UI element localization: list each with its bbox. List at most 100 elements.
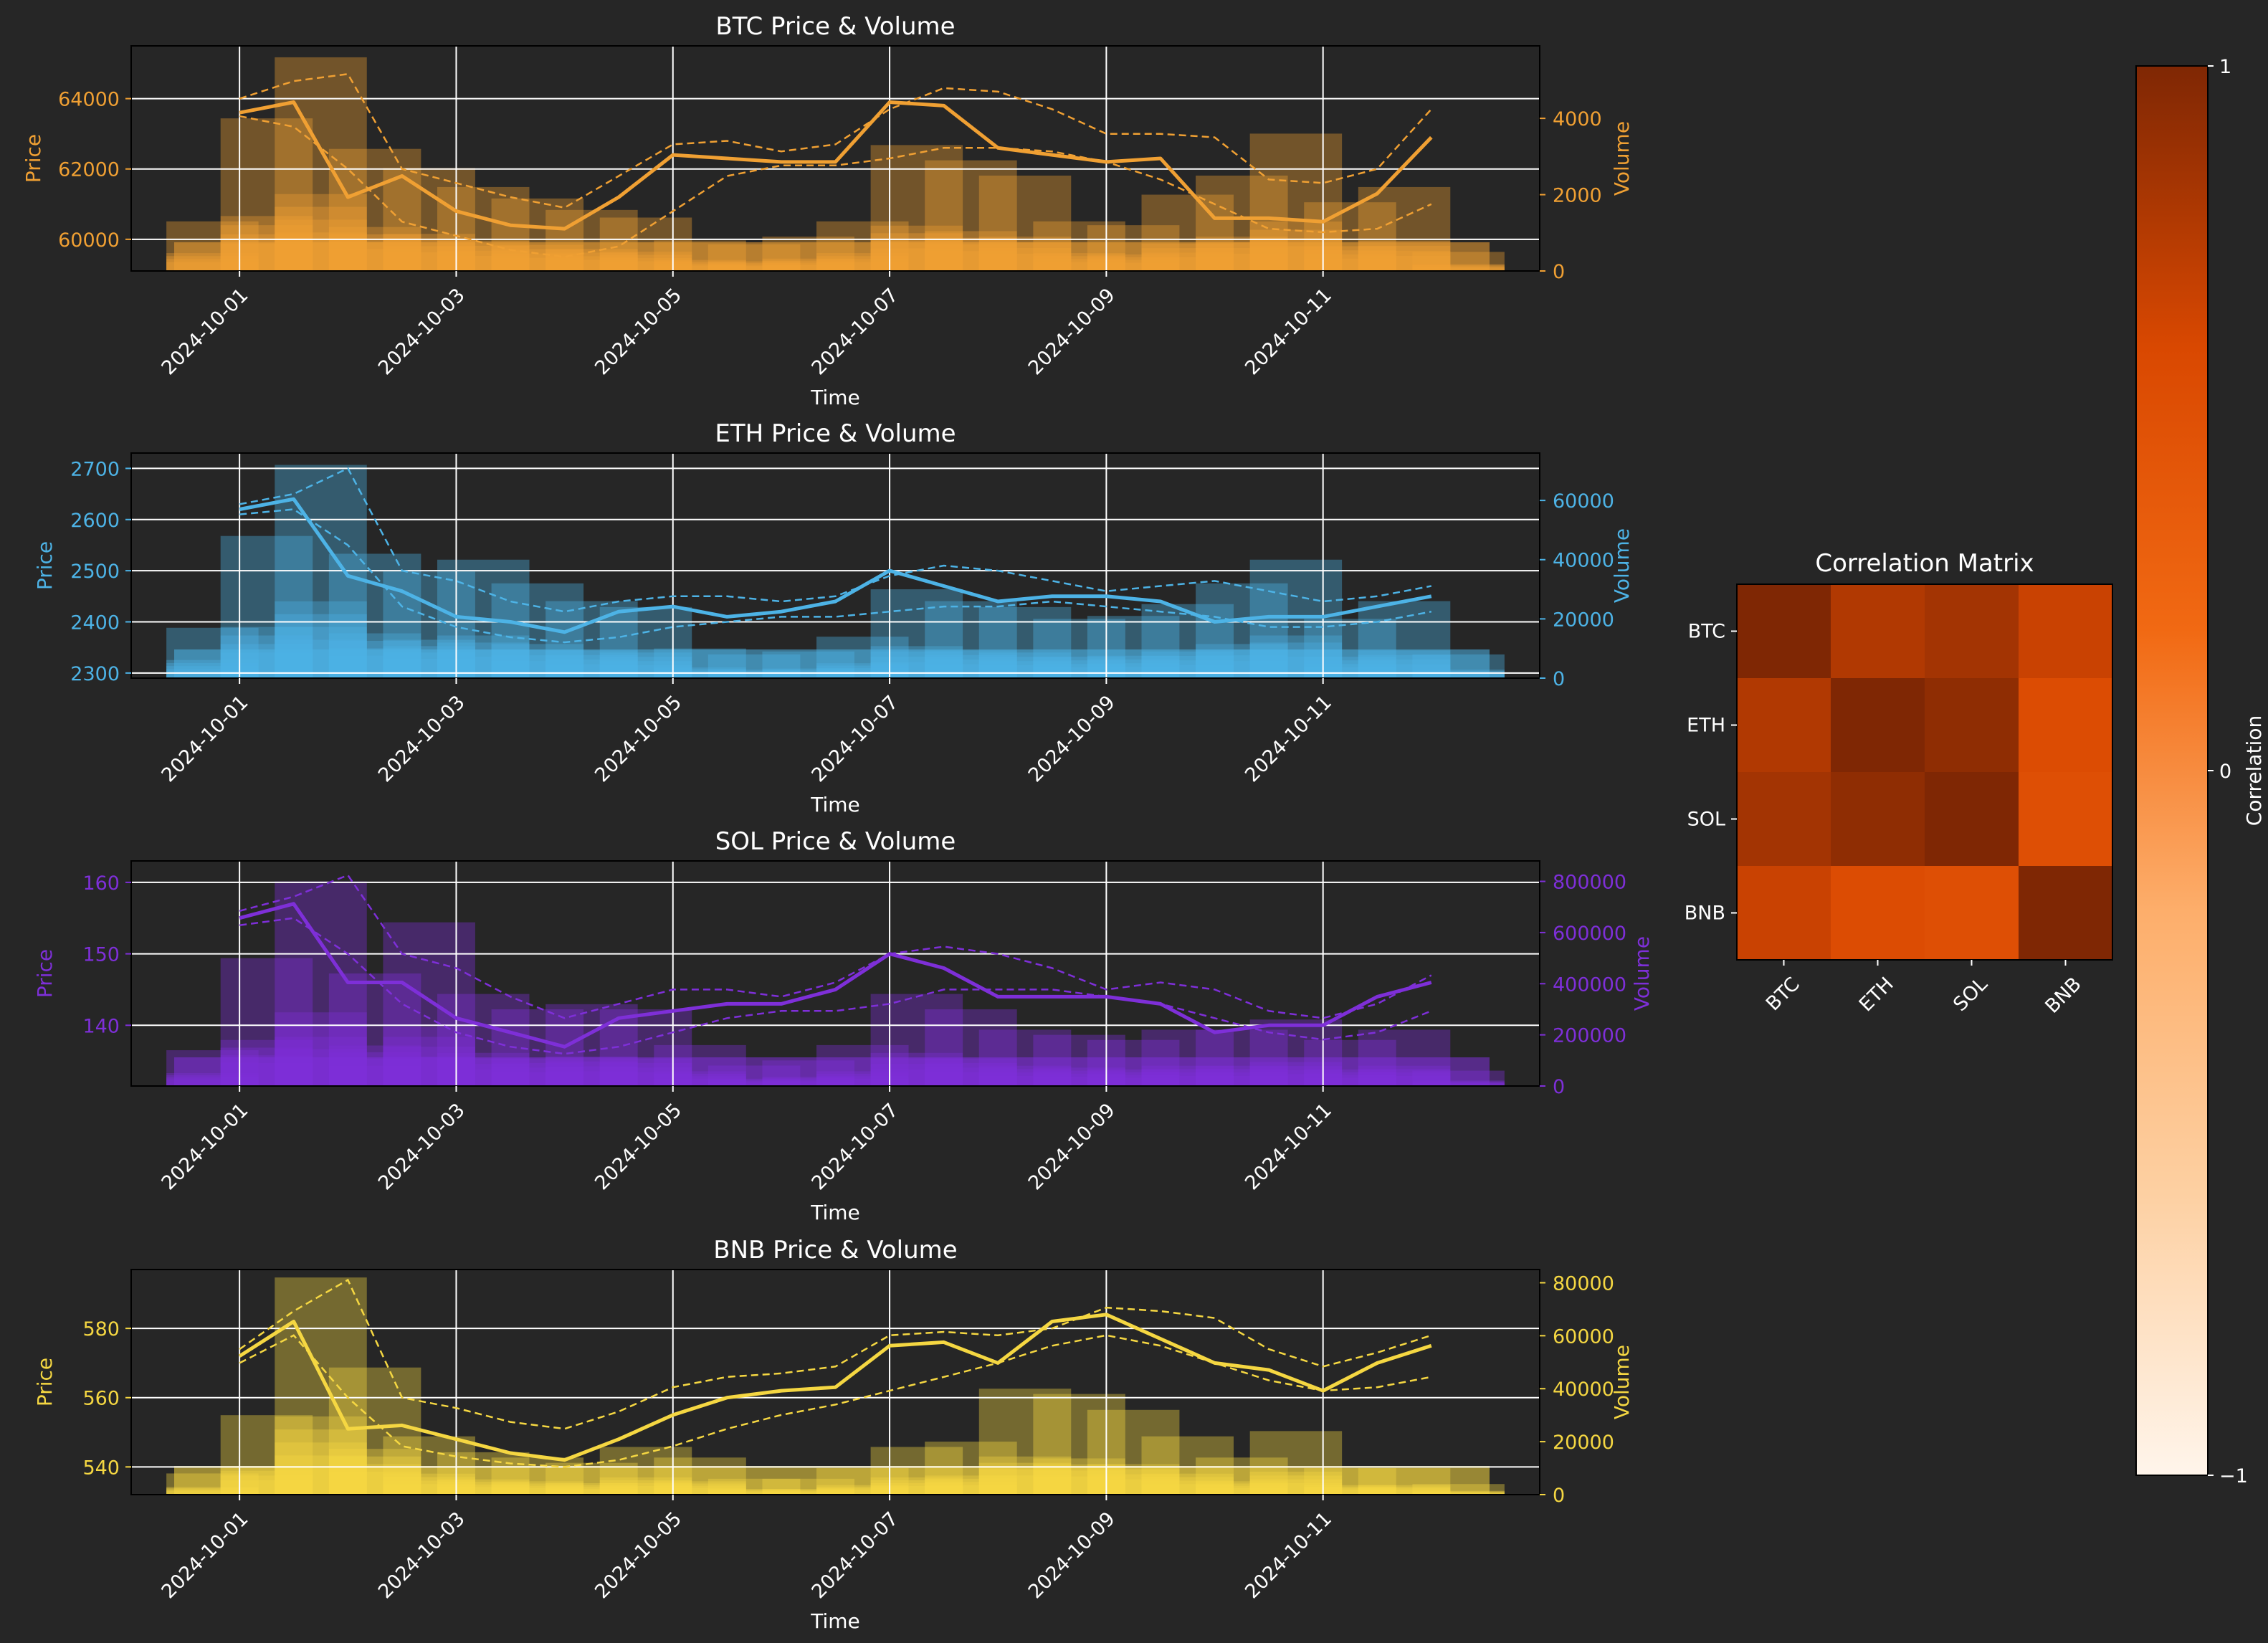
axes-frame bbox=[130, 452, 1540, 679]
heatmap-cell bbox=[1737, 678, 1831, 772]
ma-upper-line bbox=[239, 874, 1432, 1019]
y-tick-label: 62000 bbox=[58, 159, 120, 181]
x-tick-label: 2024-10-07 bbox=[808, 1099, 903, 1194]
colorbar-tick-label: −1 bbox=[2219, 1465, 2248, 1487]
y-tick-label: 560 bbox=[82, 1388, 120, 1410]
x-tick-label: 2024-10-03 bbox=[374, 284, 470, 379]
chart-title: BNB Price & Volume bbox=[713, 1236, 957, 1265]
heatmap-col-label: ETH bbox=[1855, 973, 1898, 1016]
x-tick-label: 2024-10-11 bbox=[1241, 284, 1336, 379]
y2-tick-label: 20000 bbox=[1553, 609, 1614, 631]
x-tick-label: 2024-10-05 bbox=[591, 1508, 686, 1603]
chart-title: ETH Price & Volume bbox=[715, 419, 956, 448]
heatmap-cell bbox=[1925, 678, 2019, 772]
x-tick-label: 2024-10-05 bbox=[591, 691, 686, 786]
y-axis-label: Price bbox=[22, 134, 45, 183]
y-tick-label: 2700 bbox=[70, 458, 120, 480]
x-tick-label: 2024-10-03 bbox=[374, 1508, 470, 1603]
y2-tick-label: 40000 bbox=[1553, 1378, 1614, 1401]
y2-tick-label: 80000 bbox=[1553, 1272, 1614, 1295]
heatmap-cell bbox=[2019, 772, 2112, 866]
ma-lower-line bbox=[239, 1334, 1432, 1468]
y2-axis-label: Volume bbox=[1610, 1345, 1634, 1419]
x-tick-label: 2024-10-07 bbox=[808, 1508, 903, 1603]
y2-tick-label: 4000 bbox=[1553, 108, 1602, 130]
x-tick-label: 2024-10-07 bbox=[808, 691, 903, 786]
colorbar-tick-label: 0 bbox=[2219, 761, 2231, 783]
y2-tick-label: 0 bbox=[1553, 261, 1565, 283]
x-tick-label: 2024-10-03 bbox=[374, 1099, 470, 1194]
y-tick-label: 60000 bbox=[58, 229, 120, 252]
y-tick-label: 140 bbox=[82, 1015, 120, 1037]
x-tick-label: 2024-10-03 bbox=[374, 691, 470, 786]
x-tick-label: 2024-10-11 bbox=[1241, 1508, 1336, 1603]
heatmap-cell bbox=[1925, 772, 2019, 866]
ma-upper-line bbox=[239, 467, 1432, 613]
x-axis-label: Time bbox=[810, 793, 860, 816]
heatmap-cell bbox=[1831, 678, 1925, 772]
y-tick-label: 150 bbox=[82, 944, 120, 966]
axes-frame bbox=[130, 860, 1540, 1087]
x-tick-label: 2024-10-09 bbox=[1024, 1099, 1120, 1194]
x-tick-label: 2024-10-07 bbox=[808, 284, 903, 379]
y2-tick-label: 0 bbox=[1553, 1076, 1565, 1098]
x-tick-label: 2024-10-09 bbox=[1024, 1508, 1120, 1603]
volume-bar bbox=[275, 57, 367, 271]
x-tick-label: 2024-10-11 bbox=[1241, 1099, 1336, 1194]
volume-floor bbox=[174, 1057, 1490, 1086]
y2-tick-label: 2000 bbox=[1553, 185, 1602, 207]
chart-panel-eth: 2300 2400 2500 2600 2700 0 20000 40000 60000 2024… bbox=[33, 419, 1634, 816]
volume-floor bbox=[174, 649, 1490, 678]
x-axis-label: Time bbox=[810, 1609, 860, 1633]
heatmap-cell bbox=[2019, 866, 2112, 960]
heatmap-col-label: BTC bbox=[1762, 973, 1804, 1015]
heatmap-title: Correlation Matrix bbox=[1815, 549, 2034, 578]
y-axis-label: Price bbox=[33, 1358, 57, 1406]
heatmap-cell bbox=[1831, 772, 1925, 866]
volume-floor bbox=[174, 242, 1490, 271]
y2-tick-label: 40000 bbox=[1553, 550, 1614, 572]
price-line bbox=[239, 497, 1432, 634]
colorbar-label: Correlation bbox=[2242, 715, 2266, 826]
axes-frame bbox=[130, 1269, 1540, 1495]
price-line bbox=[239, 100, 1433, 231]
y-tick-label: 540 bbox=[82, 1457, 120, 1479]
ma-lower-line bbox=[239, 115, 1432, 258]
x-tick-label: 2024-10-11 bbox=[1241, 691, 1336, 786]
heatmap-frame bbox=[1736, 584, 2113, 961]
heatmap-cell bbox=[2019, 678, 2112, 772]
y2-tick-label: 60000 bbox=[1553, 1325, 1614, 1348]
y2-axis-label: Volume bbox=[1630, 936, 1654, 1011]
colorbar-gradient bbox=[2135, 65, 2209, 1476]
y2-tick-label: 600000 bbox=[1553, 923, 1626, 945]
x-tick-label: 2024-10-01 bbox=[158, 691, 253, 786]
x-tick-label: 2024-10-01 bbox=[158, 284, 253, 379]
heatmap-row-label: BNB bbox=[1685, 903, 1725, 925]
x-tick-label: 2024-10-05 bbox=[591, 284, 686, 379]
price-line bbox=[239, 902, 1432, 1049]
chart-title: BTC Price & Volume bbox=[715, 12, 955, 41]
heatmap-cell bbox=[1925, 584, 2019, 678]
y2-axis-label: Volume bbox=[1610, 121, 1634, 196]
chart-title: SOL Price & Volume bbox=[715, 827, 956, 856]
heatmap-cell bbox=[1737, 866, 1831, 960]
y-axis-label: Price bbox=[33, 541, 57, 590]
y2-tick-label: 0 bbox=[1553, 1485, 1565, 1507]
y2-tick-label: 20000 bbox=[1553, 1432, 1614, 1454]
y2-tick-label: 200000 bbox=[1553, 1025, 1626, 1047]
heatmap-cell bbox=[1737, 584, 1831, 678]
heatmap-col-label: BNB bbox=[2041, 973, 2085, 1017]
price-line bbox=[238, 1313, 1432, 1462]
ma-upper-line bbox=[239, 1278, 1432, 1430]
heatmap-row-label: ETH bbox=[1687, 715, 1725, 737]
y-tick-label: 2300 bbox=[70, 663, 120, 685]
chart-panel-bnb: 540 560 580 0 20000 40000 60000 80000 2024-10-01… bbox=[33, 1236, 1634, 1633]
heatmap-cell bbox=[1831, 584, 1925, 678]
x-axis-label: Time bbox=[810, 1201, 860, 1224]
y2-tick-label: 800000 bbox=[1553, 872, 1626, 894]
y-tick-label: 2500 bbox=[70, 561, 120, 583]
heatmap-row-label: SOL bbox=[1687, 809, 1725, 831]
chart-panel-btc: 60000 62000 64000 0 2000 4000 2024-10-01 2024-1… bbox=[22, 12, 1634, 409]
y2-tick-label: 0 bbox=[1553, 668, 1565, 690]
